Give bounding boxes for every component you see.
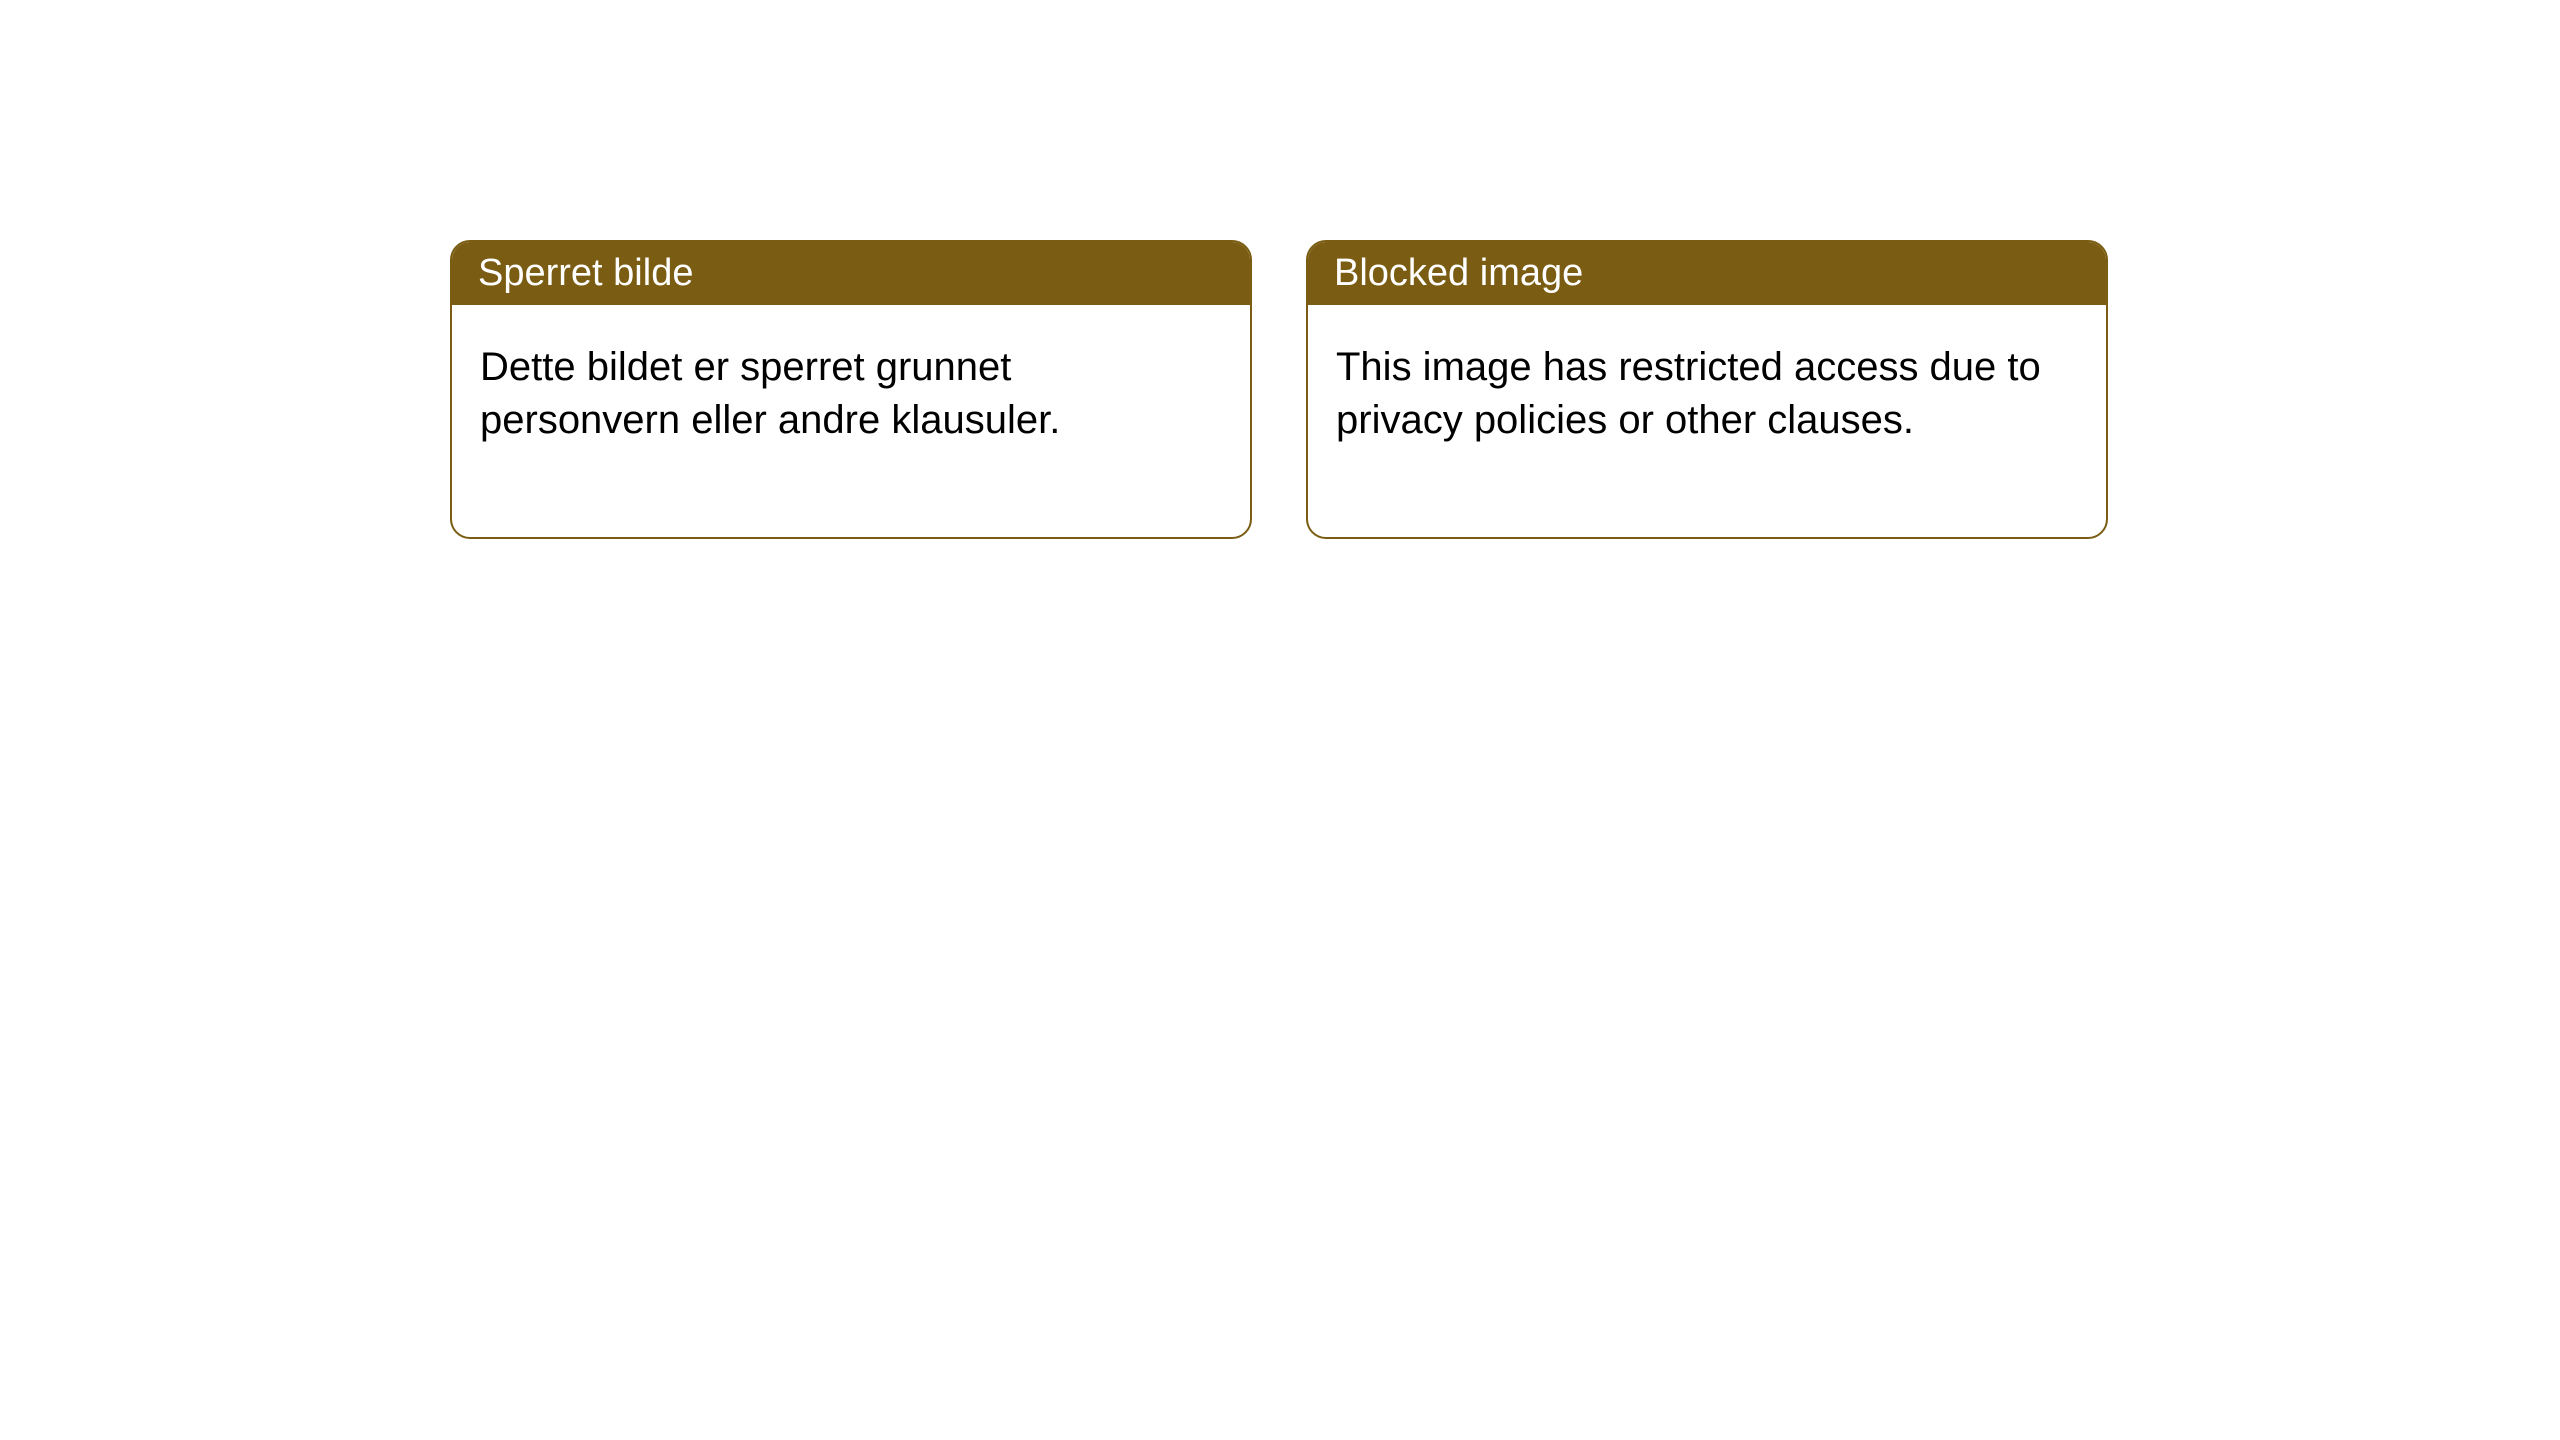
notice-body: This image has restricted access due to … [1308, 305, 2106, 537]
notice-header: Blocked image [1308, 242, 2106, 305]
notice-body-text: This image has restricted access due to … [1336, 345, 2041, 442]
notice-card-norwegian: Sperret bilde Dette bildet er sperret gr… [450, 240, 1252, 539]
notice-header-text: Sperret bilde [478, 252, 693, 294]
notice-header: Sperret bilde [452, 242, 1250, 305]
notice-card-english: Blocked image This image has restricted … [1306, 240, 2108, 539]
notice-body-text: Dette bildet er sperret grunnet personve… [480, 345, 1060, 442]
notice-body: Dette bildet er sperret grunnet personve… [452, 305, 1250, 537]
notice-container: Sperret bilde Dette bildet er sperret gr… [450, 240, 2108, 539]
notice-header-text: Blocked image [1334, 252, 1583, 294]
